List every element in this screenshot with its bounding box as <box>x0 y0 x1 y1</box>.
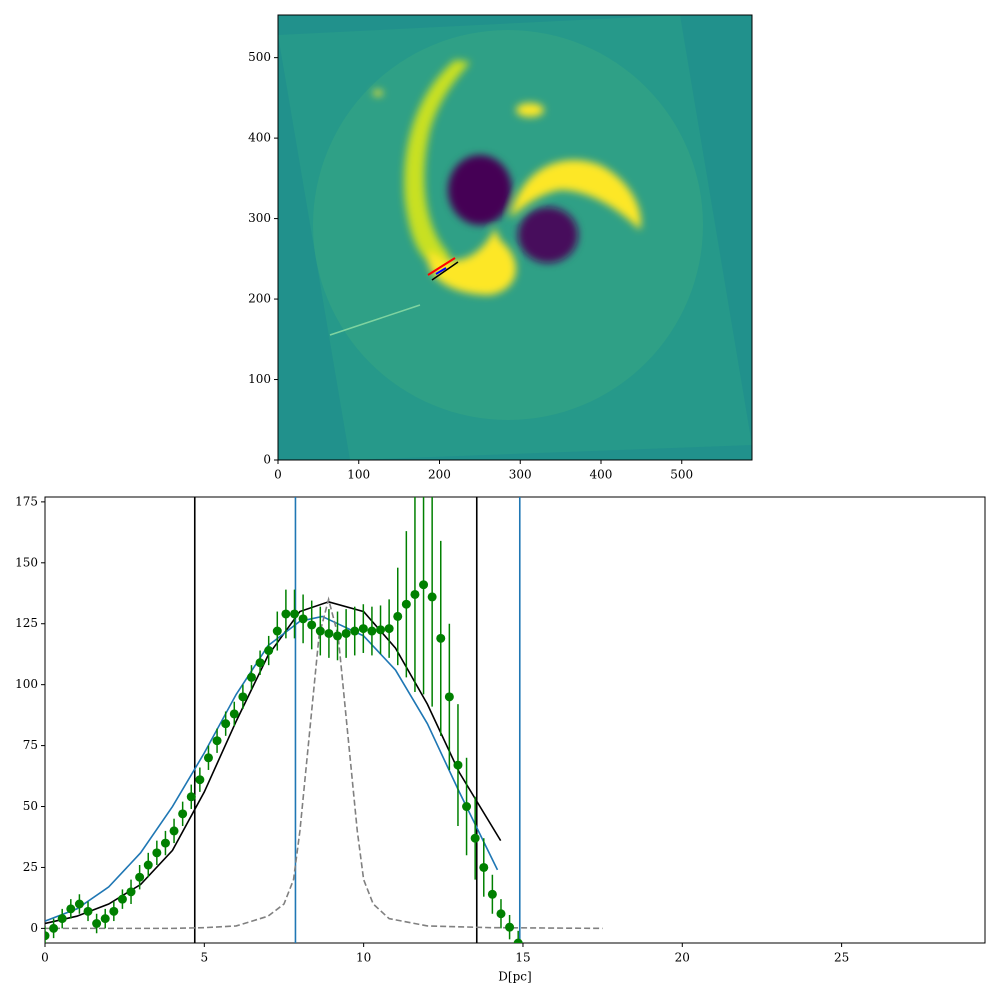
curve <box>45 615 499 922</box>
data-point <box>246 672 256 682</box>
x-tick-label: 20 <box>675 951 690 965</box>
data-point <box>453 760 463 770</box>
data-point <box>100 914 110 924</box>
x-tick-label: 25 <box>834 951 849 965</box>
data-point <box>513 938 523 943</box>
x-tick-label: 500 <box>670 468 693 482</box>
data-point <box>444 692 454 702</box>
data-point <box>307 620 317 630</box>
data-point <box>376 625 386 635</box>
y-tick-label: 100 <box>248 372 271 386</box>
galaxy-image <box>278 15 752 460</box>
data-point <box>505 922 515 932</box>
data-point <box>496 909 506 919</box>
data-point <box>470 833 480 843</box>
data-point <box>169 826 179 836</box>
data-point <box>264 646 274 656</box>
x-tick-label: 5 <box>201 951 209 965</box>
plot-frame <box>44 496 986 944</box>
data-point <box>135 872 145 882</box>
x-tick-label: 15 <box>515 951 530 965</box>
data-point <box>92 919 102 929</box>
y-tick-label: 25 <box>23 860 38 874</box>
data-point <box>341 628 351 638</box>
data-point <box>333 631 343 641</box>
image-frame <box>277 14 753 461</box>
x-tick-label: 100 <box>347 468 370 482</box>
x-tick-label: 0 <box>274 468 282 482</box>
data-point <box>109 906 119 916</box>
x-tick-label: 300 <box>509 468 532 482</box>
data-point <box>57 914 67 924</box>
y-tick-label: 0 <box>30 921 38 935</box>
data-point <box>289 609 299 619</box>
data-point <box>384 624 394 634</box>
data-point <box>186 792 196 802</box>
x-tick-label: 0 <box>41 951 49 965</box>
y-tick-label: 500 <box>248 50 271 64</box>
x-tick-label: 200 <box>428 468 451 482</box>
data-point <box>66 904 76 914</box>
data-point <box>462 802 472 812</box>
data-point <box>358 624 368 634</box>
data-point <box>436 633 446 643</box>
y-tick-label: 200 <box>248 292 271 306</box>
plot-area <box>45 497 603 943</box>
curve <box>45 596 603 930</box>
data-point <box>298 614 308 624</box>
y-tick-label: 0 <box>263 453 271 467</box>
data-point <box>195 775 205 785</box>
data-point <box>203 753 213 763</box>
data-point <box>178 809 188 819</box>
data-point <box>479 862 489 872</box>
data-point <box>401 599 411 609</box>
data-point <box>393 611 403 621</box>
y-tick-label: 75 <box>23 738 38 752</box>
data-point <box>117 894 127 904</box>
x-axis-label: D[pc] <box>498 970 531 984</box>
data-point <box>45 931 50 941</box>
data-point <box>83 906 93 916</box>
data-point <box>212 736 222 746</box>
data-point <box>487 889 497 899</box>
data-point <box>315 626 325 636</box>
data-point <box>255 658 265 668</box>
data-point <box>143 860 153 870</box>
data-point <box>367 626 377 636</box>
y-tick-label: 100 <box>15 677 38 691</box>
x-tick-label: 400 <box>590 468 613 482</box>
data-point <box>410 589 420 599</box>
data-point <box>221 719 231 729</box>
y-tick-label: 300 <box>248 211 271 225</box>
y-tick-label: 150 <box>15 555 38 569</box>
data-point <box>419 580 429 590</box>
data-point <box>324 628 334 638</box>
data-point <box>152 848 162 858</box>
y-tick-label: 400 <box>248 131 271 145</box>
data-point <box>427 592 437 602</box>
data-point <box>126 887 136 897</box>
data-point <box>49 923 59 933</box>
data-point <box>74 899 84 909</box>
data-point <box>272 626 282 636</box>
data-point <box>281 609 291 619</box>
x-tick-label: 10 <box>356 951 371 965</box>
y-tick-label: 175 <box>15 494 38 508</box>
data-point <box>238 692 248 702</box>
data-point <box>350 626 360 636</box>
data-point <box>229 709 239 719</box>
y-tick-label: 50 <box>23 799 38 813</box>
data-point <box>160 838 170 848</box>
y-tick-label: 125 <box>15 616 38 630</box>
